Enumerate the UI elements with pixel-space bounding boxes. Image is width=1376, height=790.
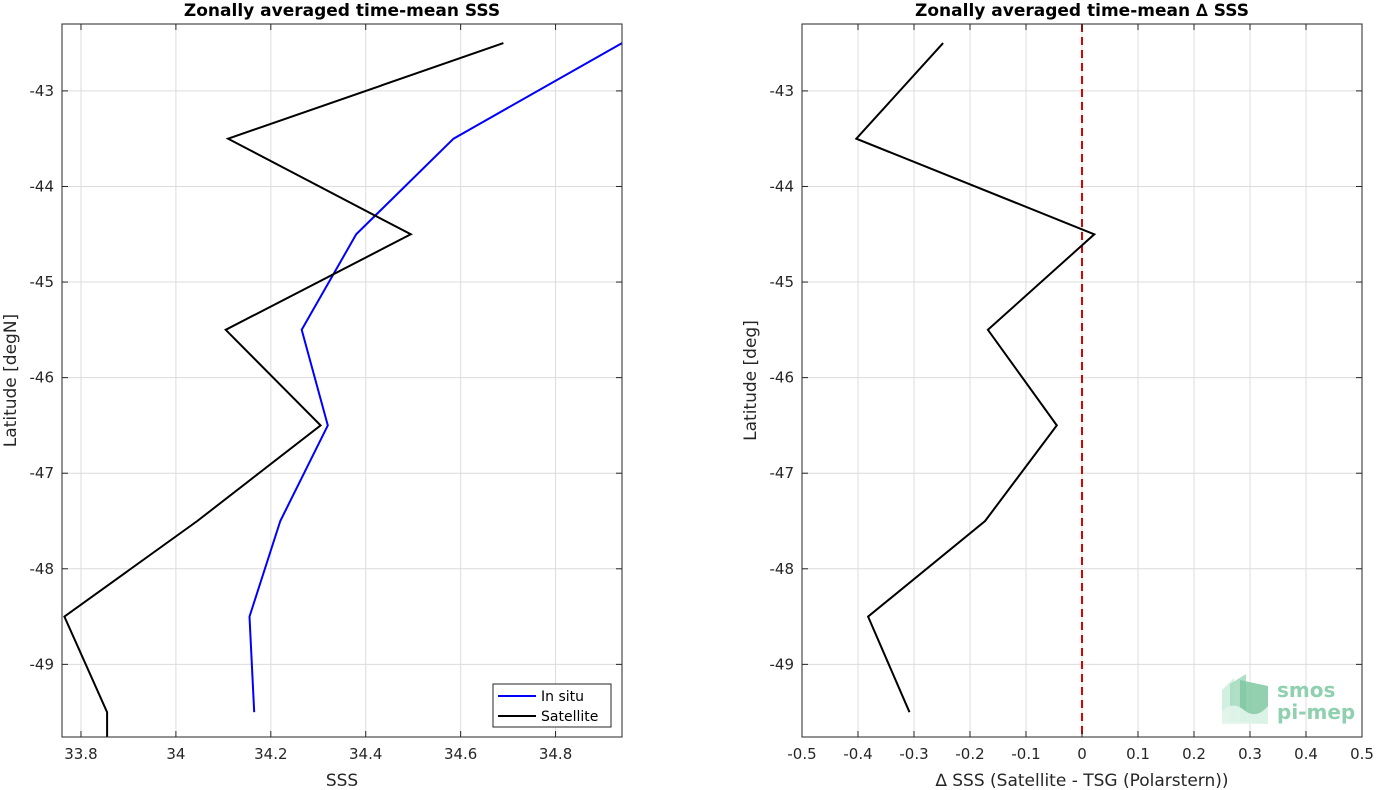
left-axes-box bbox=[61, 23, 623, 738]
y-tick-label: -49 bbox=[30, 655, 55, 673]
y-tick-label: -49 bbox=[770, 655, 795, 673]
left-ticks: 33.8 34 34.2 34.4 34.6 34.8 -43 -44 -45 -46 -47 -48… bbox=[30, 24, 622, 763]
y-tick-label: -47 bbox=[30, 464, 55, 482]
y-tick-label: -48 bbox=[770, 560, 795, 578]
x-tick-label: -0.4 bbox=[843, 745, 872, 763]
x-tick-label: -0.3 bbox=[899, 745, 928, 763]
left-series bbox=[63, 42, 623, 737]
left-y-axis-label: Latitude [degN] bbox=[1, 314, 21, 447]
right-panel-delta-sss: -0.5 -0.4 -0.3 -0.2 -0.1 0 0.1 0.2 0.3 0.4 0.5 -43 -… bbox=[741, 1, 1374, 790]
x-tick-label: 0.1 bbox=[1126, 745, 1150, 763]
x-tick-label: -0.2 bbox=[955, 745, 984, 763]
right-chart-title: Zonally averaged time-mean ∆ SSS bbox=[915, 1, 1249, 21]
y-tick-label: -46 bbox=[770, 369, 795, 387]
x-tick-label: 0.4 bbox=[1294, 745, 1318, 763]
x-tick-label: 34.8 bbox=[539, 745, 572, 763]
legend-label-satellite: Satellite bbox=[541, 709, 598, 725]
right-x-axis-label: ∆ SSS (Satellite - TSG (Polarstern)) bbox=[934, 771, 1228, 790]
legend: In situ Satellite bbox=[492, 683, 612, 728]
legend-label-in-situ: In situ bbox=[541, 689, 584, 705]
series-in-situ bbox=[248, 42, 623, 713]
y-tick-label: -43 bbox=[30, 82, 55, 100]
series-satellite bbox=[63, 42, 504, 737]
x-tick-label: 34.6 bbox=[444, 745, 477, 763]
x-tick-label: 34.2 bbox=[254, 745, 287, 763]
right-ticks: -0.5 -0.4 -0.3 -0.2 -0.1 0 0.1 0.2 0.3 0.4 0.5 -43 -… bbox=[770, 24, 1374, 763]
right-series bbox=[854, 24, 1097, 737]
logo-text-smos: smos bbox=[1277, 678, 1335, 702]
logo-wave bbox=[1222, 705, 1268, 724]
y-tick-label: -48 bbox=[30, 560, 55, 578]
series-delta-sss bbox=[854, 42, 1097, 713]
logo-text-pi-mep: pi-mep bbox=[1277, 700, 1355, 724]
x-tick-label: 34 bbox=[166, 745, 185, 763]
x-tick-label: -0.5 bbox=[787, 745, 816, 763]
left-x-axis-label: SSS bbox=[326, 771, 358, 790]
x-tick-label: 34.4 bbox=[349, 745, 382, 763]
y-tick-label: -43 bbox=[770, 82, 795, 100]
x-tick-label: 0.5 bbox=[1350, 745, 1374, 763]
x-tick-label: -0.1 bbox=[1011, 745, 1040, 763]
smos-pi-mep-logo: smos pi-mep bbox=[1222, 674, 1355, 724]
left-chart-title: Zonally averaged time-mean SSS bbox=[184, 1, 500, 21]
x-tick-label: 0.2 bbox=[1182, 745, 1206, 763]
x-tick-label: 0.3 bbox=[1238, 745, 1262, 763]
y-tick-label: -46 bbox=[30, 369, 55, 387]
y-tick-label: -44 bbox=[30, 177, 55, 195]
y-tick-label: -45 bbox=[770, 273, 795, 291]
y-tick-label: -45 bbox=[30, 273, 55, 291]
y-tick-label: -44 bbox=[770, 177, 795, 195]
left-grid bbox=[62, 24, 622, 737]
x-tick-label: 0 bbox=[1077, 745, 1087, 763]
y-tick-label: -47 bbox=[770, 464, 795, 482]
x-tick-label: 33.8 bbox=[64, 745, 97, 763]
right-y-axis-label: Latitude [deg] bbox=[741, 320, 761, 441]
left-panel-sss: 33.8 34 34.2 34.4 34.6 34.8 -43 -44 -45 -46 -47 -48… bbox=[1, 1, 623, 790]
legend-box bbox=[492, 683, 612, 728]
